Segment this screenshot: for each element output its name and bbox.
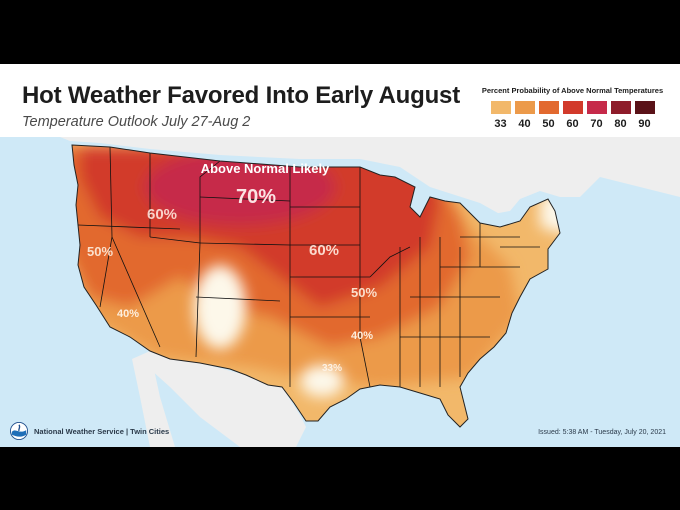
label-60-percent-east: 60% [309,242,339,259]
legend-swatch [562,101,583,114]
legend-row: 33 40 50 60 70 80 [470,101,675,130]
label-40-percent-east: 40% [351,330,373,342]
legend-swatch [610,101,631,114]
label-40-percent-west: 40% [117,308,139,320]
legend-item-33: 33 [490,101,511,130]
legend-label: 80 [614,118,627,130]
legend-swatch [634,101,655,114]
noaa-logo-icon [10,422,28,440]
mexico-land [150,351,306,447]
label-33-percent: 33% [322,363,342,374]
baja-land [132,351,175,447]
legend-label: 40 [518,118,531,130]
legend-label: 60 [566,118,579,130]
legend-swatch [490,101,511,114]
legend-swatch [514,101,535,114]
legend-item-50: 50 [538,101,559,130]
legend-swatch [586,101,607,114]
legend-label: 33 [494,118,507,130]
legend-title: Percent Probability of Above Normal Temp… [481,86,664,95]
footer-agency: National Weather Service | Twin Cities [34,426,170,436]
page-subtitle: Temperature Outlook July 27-Aug 2 [22,114,251,130]
legend-label: 50 [542,118,555,130]
legend-swatch [538,101,559,114]
legend-item-60: 60 [562,101,583,130]
legend-item-40: 40 [514,101,535,130]
page-title: Hot Weather Favored Into Early August [22,82,460,109]
outlook-graphic: Hot Weather Favored Into Early August Te… [0,64,680,447]
legend-item-80: 80 [610,101,631,130]
label-60-percent-west: 60% [147,206,177,223]
label-50-percent-east: 50% [351,285,377,300]
label-50-percent-west: 50% [87,244,113,259]
issued-timestamp: Issued: 5:38 AM - Tuesday, July 20, 2021 [538,429,666,436]
us-outlook-map: Above Normal Likely 70% 60% 60% 50% 50% … [0,137,680,447]
legend-label: 90 [638,118,651,130]
footer-attribution: National Weather Service | Twin Cities [10,422,169,440]
legend-item-90: 90 [634,101,655,130]
state-boundaries [77,146,540,388]
legend-item-70: 70 [586,101,607,130]
legend-label: 70 [590,118,603,130]
us-outline [71,144,561,428]
label-70-percent: 70% [236,186,276,208]
lake-ontario [488,211,510,221]
map-headline: Above Normal Likely [201,161,330,176]
canada-land [0,137,680,217]
legend: Percent Probability of Above Normal Temp… [470,86,675,130]
